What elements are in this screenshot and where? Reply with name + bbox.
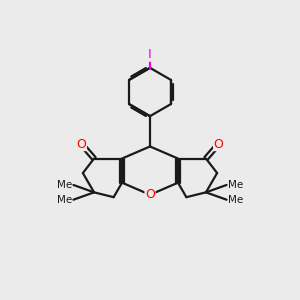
Text: Me: Me	[57, 195, 72, 205]
Text: Me: Me	[228, 195, 243, 205]
Text: Me: Me	[57, 180, 72, 190]
Text: O: O	[76, 138, 86, 151]
Text: O: O	[214, 138, 224, 151]
Text: I: I	[148, 48, 152, 61]
Text: O: O	[145, 188, 155, 201]
Text: Me: Me	[228, 180, 243, 190]
